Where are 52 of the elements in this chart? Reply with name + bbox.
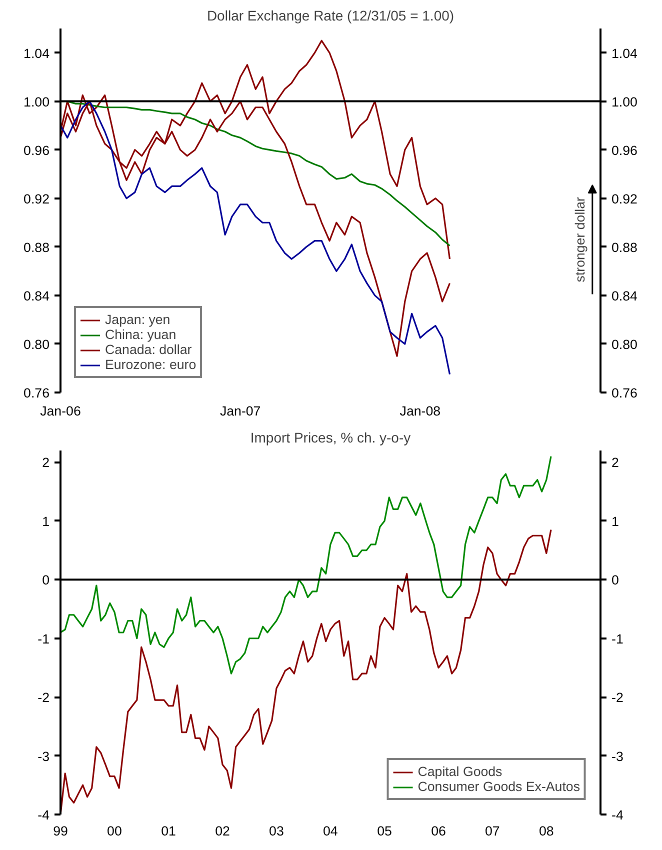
x-tick-label: 00 [107, 824, 122, 838]
legend-label: Eurozone: euro [105, 357, 196, 372]
x-tick-label: Jan-08 [400, 404, 441, 418]
y2-tick-label: -2 [612, 690, 624, 706]
y2-tick-label: 0 [612, 572, 619, 588]
x-tick-label: Jan-06 [40, 404, 81, 418]
x-tick-label: 04 [323, 824, 338, 838]
y2-tick-label: 1.00 [612, 94, 638, 110]
y2-tick-label: 1.04 [612, 46, 638, 61]
y-tick-label: -3 [38, 748, 50, 764]
legend-label: Consumer Goods Ex-Autos [418, 779, 580, 794]
x-tick-label: 99 [53, 824, 68, 838]
chart-title: Import Prices, % ch. y-o-y [250, 430, 411, 446]
y2-tick-label: 0.84 [612, 288, 638, 304]
y-tick-label: 0.80 [24, 336, 50, 352]
x-tick-label: 02 [215, 824, 230, 838]
x-tick-label: 05 [377, 824, 392, 838]
y2-tick-label: 2 [612, 455, 619, 470]
y2-tick-label: 0.76 [612, 386, 638, 400]
y2-tick-label: -4 [612, 808, 624, 822]
y2-tick-label: 0.96 [612, 142, 638, 158]
y-tick-label: 0 [42, 572, 50, 588]
x-tick-label: 06 [431, 824, 446, 838]
y2-tick-label: -1 [612, 631, 624, 646]
x-tick-label: Jan-07 [220, 404, 261, 418]
legend-label: Capital Goods [418, 764, 502, 779]
y-tick-label: -2 [38, 690, 50, 706]
y2-tick-label: 0.92 [612, 191, 638, 206]
chart-title: Dollar Exchange Rate (12/31/05 = 1.00) [206, 8, 454, 24]
y2-tick-label: 0.80 [612, 336, 638, 352]
y-tick-label: 0.76 [24, 386, 50, 400]
y-tick-label: 0.92 [24, 191, 50, 206]
y-tick-label: 0.84 [24, 288, 50, 304]
legend-label: Japan: yen [105, 312, 170, 327]
y-tick-label: 1.04 [24, 46, 50, 61]
y-tick-label: 1 [42, 514, 50, 529]
y-tick-label: 2 [42, 455, 50, 470]
y2-tick-label: 0.88 [612, 240, 638, 255]
legend-label: China: yuan [105, 327, 176, 342]
y-tick-label: 0.96 [24, 142, 50, 158]
y2-tick-label: 1 [612, 514, 619, 529]
y-tick-label: -1 [38, 631, 50, 646]
x-tick-label: 01 [161, 824, 176, 838]
y-tick-label: 1.00 [24, 94, 50, 110]
y2-tick-label: -3 [612, 748, 624, 764]
x-tick-label: 07 [485, 824, 500, 838]
x-tick-label: 03 [269, 824, 284, 838]
y-tick-label: 0.88 [24, 240, 50, 255]
annotation: stronger dollar [572, 196, 588, 282]
y-tick-label: -4 [38, 808, 50, 822]
x-tick-label: 08 [538, 824, 554, 838]
legend-label: Canada: dollar [105, 342, 192, 357]
